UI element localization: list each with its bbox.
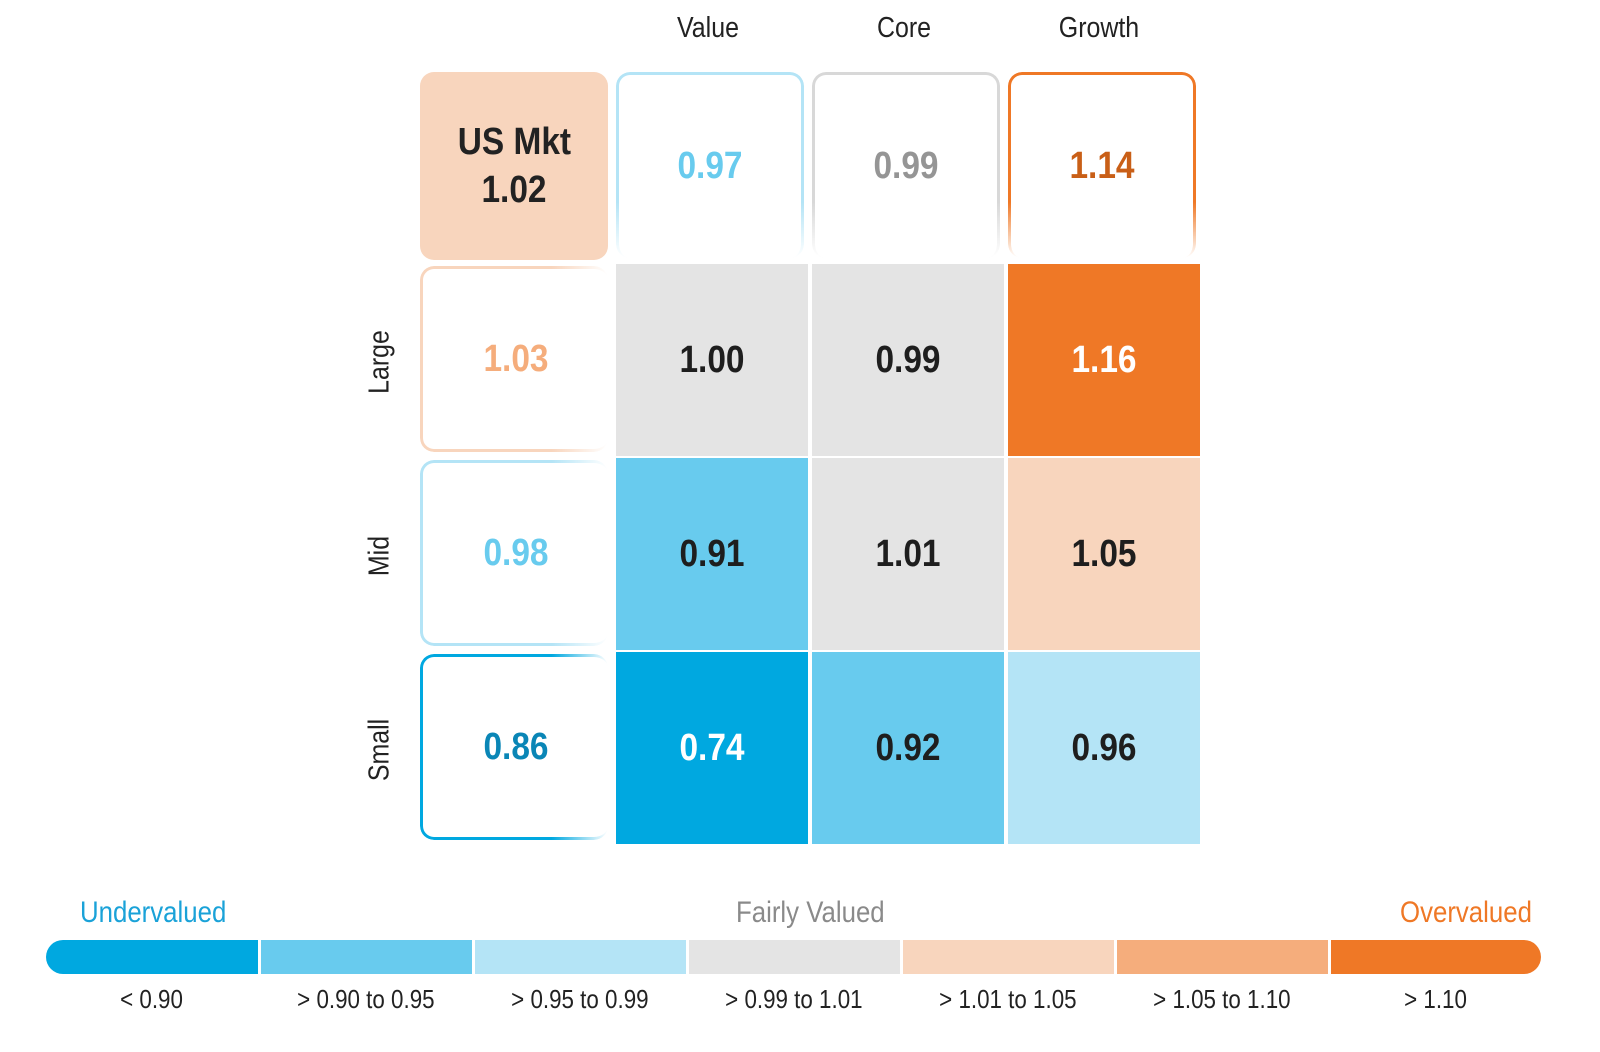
row-header-mid: Mid: [363, 535, 396, 577]
legend-tick-3: > 0.99 to 1.01: [687, 984, 901, 1015]
cell-mid-value: 0.91: [616, 458, 808, 650]
legend-tick-5-label: > 1.05 to 1.10: [1153, 984, 1291, 1014]
row-total-small: 0.86: [420, 654, 608, 840]
cell-mid-value-label: 0.91: [679, 532, 745, 575]
cell-large-core: 0.99: [812, 264, 1004, 456]
legend-overvalued-label: Overvalued: [1400, 896, 1532, 929]
market-label: US Mkt: [457, 121, 571, 163]
cell-large-core-label: 0.99: [875, 338, 941, 381]
row-header-large: Large: [363, 330, 396, 394]
legend-tick-5: > 1.05 to 1.10: [1115, 984, 1329, 1015]
legend-tick-6: > 1.10: [1329, 984, 1543, 1015]
legend-tick-0: < 0.90: [45, 984, 259, 1015]
legend-bin-2: [475, 940, 686, 974]
cell-large-value-label: 1.00: [679, 338, 745, 381]
legend-fairly-valued-label: Fairly Valued: [736, 896, 885, 929]
column-total-core-label: 0.99: [873, 145, 939, 187]
legend-tick-4-label: > 1.01 to 1.05: [939, 984, 1077, 1014]
legend-tick-2-label: > 0.95 to 0.99: [511, 984, 649, 1014]
cell-large-value: 1.00: [616, 264, 808, 456]
column-total-growth-label: 1.14: [1069, 145, 1135, 187]
cell-small-growth-label: 0.96: [1071, 726, 1137, 769]
legend-tick-1-label: > 0.90 to 0.95: [297, 984, 435, 1014]
cell-small-value: 0.74: [616, 652, 808, 844]
row-total-large: 1.03: [420, 266, 608, 452]
legend-tick-4: > 1.01 to 1.05: [901, 984, 1115, 1015]
row-total-mid: 0.98: [420, 460, 608, 646]
cell-small-core: 0.92: [812, 652, 1004, 844]
column-total-value-label: 0.97: [677, 145, 743, 187]
cell-mid-core: 1.01: [812, 458, 1004, 650]
column-total-growth: 1.14: [1008, 72, 1196, 258]
cell-mid-growth-label: 1.05: [1071, 532, 1137, 575]
legend-undervalued-label: Undervalued: [80, 896, 227, 929]
cell-small-growth: 0.96: [1008, 652, 1200, 844]
legend-tick-3-label: > 0.99 to 1.01: [725, 984, 863, 1014]
legend-bin-5: [1117, 940, 1328, 974]
legend-tick-0-label: < 0.90: [120, 984, 184, 1014]
column-header-core: Core: [876, 12, 932, 44]
row-total-small-label: 0.86: [482, 725, 549, 768]
cell-large-growth: 1.16: [1008, 264, 1200, 456]
column-total-value: 0.97: [616, 72, 804, 258]
legend-bin-4: [903, 940, 1114, 974]
legend-bin-6: [1331, 940, 1541, 974]
row-total-mid-label: 0.98: [482, 531, 549, 574]
legend-bin-3: [689, 940, 900, 974]
row-total-large-label: 1.03: [482, 337, 549, 380]
cell-small-value-label: 0.74: [679, 726, 745, 769]
legend-bin-1: [261, 940, 472, 974]
legend-bin-0: [46, 940, 258, 974]
column-header-value: Value: [677, 12, 739, 44]
cell-mid-growth: 1.05: [1008, 458, 1200, 650]
market-total-box: US Mkt 1.02: [420, 72, 608, 260]
legend-tick-1: > 0.90 to 0.95: [259, 984, 473, 1015]
cell-large-growth-label: 1.16: [1071, 338, 1137, 381]
column-total-core: 0.99: [812, 72, 1000, 258]
legend-tick-6-label: > 1.10: [1404, 984, 1468, 1014]
legend-tick-2: > 0.95 to 0.99: [473, 984, 687, 1015]
cell-mid-core-label: 1.01: [875, 532, 941, 575]
column-header-growth: Growth: [1058, 12, 1140, 44]
market-value: 1.02: [481, 169, 547, 211]
row-header-small: Small: [363, 718, 396, 782]
cell-small-core-label: 0.92: [875, 726, 941, 769]
